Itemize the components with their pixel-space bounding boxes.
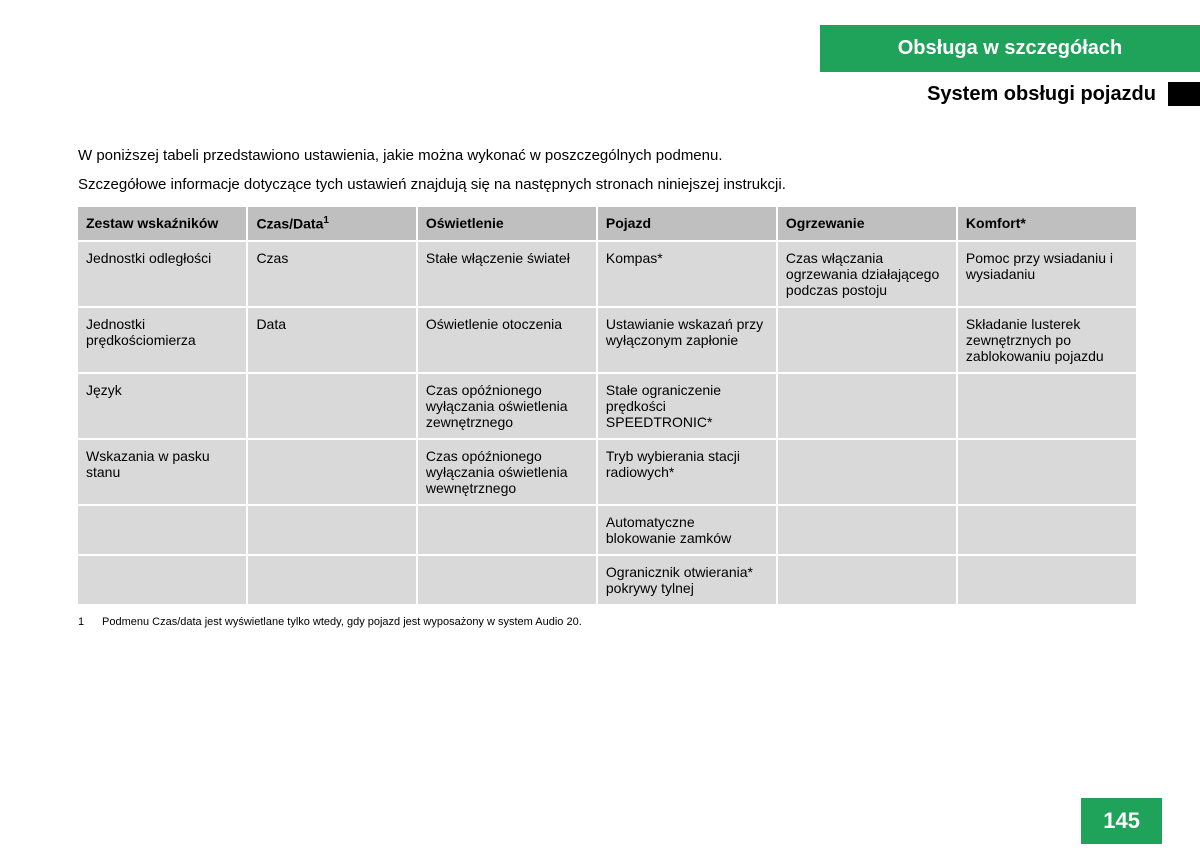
table-cell: Ogranicznik otwierania* pokrywy tylnej bbox=[597, 555, 777, 605]
table-cell: Automatyczne blokowanie zamków bbox=[597, 505, 777, 555]
page-content: W poniższej tabeli przedstawiono ustawie… bbox=[78, 145, 1138, 628]
footnote: 1 Podmenu Czas/data jest wyświetlane tyl… bbox=[78, 616, 1138, 628]
table-cell: Oświetlenie otoczenia bbox=[417, 307, 597, 373]
table-cell: Czas opóźnionego wyłączania oświetlenia … bbox=[417, 439, 597, 505]
col-header: Ogrzewanie bbox=[777, 207, 957, 241]
table-cell: Stałe ograniczenie prędkości SPEEDTRONIC… bbox=[597, 373, 777, 439]
table-header-row: Zestaw wskaźników Czas/Data1 Oświetlenie… bbox=[78, 207, 1137, 241]
table-row: Ogranicznik otwierania* pokrywy tylnej bbox=[78, 555, 1137, 605]
col-header: Komfort* bbox=[957, 207, 1137, 241]
table-cell: Jednostki odległości bbox=[78, 241, 247, 307]
table-cell: Czas bbox=[247, 241, 416, 307]
col-header: Oświetlenie bbox=[417, 207, 597, 241]
table-cell bbox=[777, 555, 957, 605]
table-cell: Data bbox=[247, 307, 416, 373]
table-body: Jednostki odległości Czas Stałe włączeni… bbox=[78, 241, 1137, 605]
header-area: Obsługa w szczegółach System obsługi poj… bbox=[820, 25, 1200, 106]
col-header: Czas/Data1 bbox=[247, 207, 416, 241]
table-cell: Czas włączania ogrzewania działającego p… bbox=[777, 241, 957, 307]
table-cell bbox=[417, 505, 597, 555]
table-cell bbox=[247, 439, 416, 505]
table-cell bbox=[957, 373, 1137, 439]
table-cell: Język bbox=[78, 373, 247, 439]
subtitle: System obsługi pojazdu bbox=[927, 83, 1156, 106]
table-cell bbox=[777, 439, 957, 505]
intro-line-1: W poniższej tabeli przedstawiono ustawie… bbox=[78, 145, 1138, 166]
col-header: Zestaw wskaźników bbox=[78, 207, 247, 241]
table-row: Jednostki prędkościomierza Data Oświetle… bbox=[78, 307, 1137, 373]
table-cell bbox=[957, 439, 1137, 505]
table-cell bbox=[78, 555, 247, 605]
table-cell bbox=[78, 505, 247, 555]
table-cell bbox=[957, 505, 1137, 555]
table-cell: Jednostki prędkościomierza bbox=[78, 307, 247, 373]
table-cell bbox=[247, 373, 416, 439]
table-cell: Czas opóźnionego wyłączania oświetlenia … bbox=[417, 373, 597, 439]
settings-table: Zestaw wskaźników Czas/Data1 Oświetlenie… bbox=[78, 207, 1138, 606]
table-cell bbox=[417, 555, 597, 605]
intro-line-2: Szczegółowe informacje dotyczące tych us… bbox=[78, 174, 1138, 195]
table-cell: Składanie lusterek zewnętrznych po zablo… bbox=[957, 307, 1137, 373]
subtitle-row: System obsługi pojazdu bbox=[820, 82, 1200, 106]
table-cell: Ustawianie wskazań przy wyłączonym zapło… bbox=[597, 307, 777, 373]
footnote-text: Podmenu Czas/data jest wyświetlane tylko… bbox=[102, 616, 582, 628]
table-cell bbox=[777, 373, 957, 439]
table-cell bbox=[957, 555, 1137, 605]
col-header: Pojazd bbox=[597, 207, 777, 241]
table-row: Język Czas opóźnionego wyłączania oświet… bbox=[78, 373, 1137, 439]
table-row: Jednostki odległości Czas Stałe włączeni… bbox=[78, 241, 1137, 307]
table-row: Automatyczne blokowanie zamków bbox=[78, 505, 1137, 555]
tab-marker bbox=[1168, 82, 1200, 106]
table-cell: Pomoc przy wsiadaniu i wysiadaniu bbox=[957, 241, 1137, 307]
table-cell: Stałe włączenie świateł bbox=[417, 241, 597, 307]
table-cell bbox=[777, 505, 957, 555]
table-row: Wskazania w pasku stanu Czas opóźnionego… bbox=[78, 439, 1137, 505]
table-cell bbox=[247, 555, 416, 605]
footnote-number: 1 bbox=[78, 616, 88, 628]
table-cell: Wskazania w pasku stanu bbox=[78, 439, 247, 505]
table-cell: Kompas* bbox=[597, 241, 777, 307]
section-banner: Obsługa w szczegółach bbox=[820, 25, 1200, 72]
table-cell: Tryb wybierania stacji radiowych* bbox=[597, 439, 777, 505]
table-cell bbox=[247, 505, 416, 555]
table-cell bbox=[777, 307, 957, 373]
page-number: 145 bbox=[1081, 798, 1162, 844]
